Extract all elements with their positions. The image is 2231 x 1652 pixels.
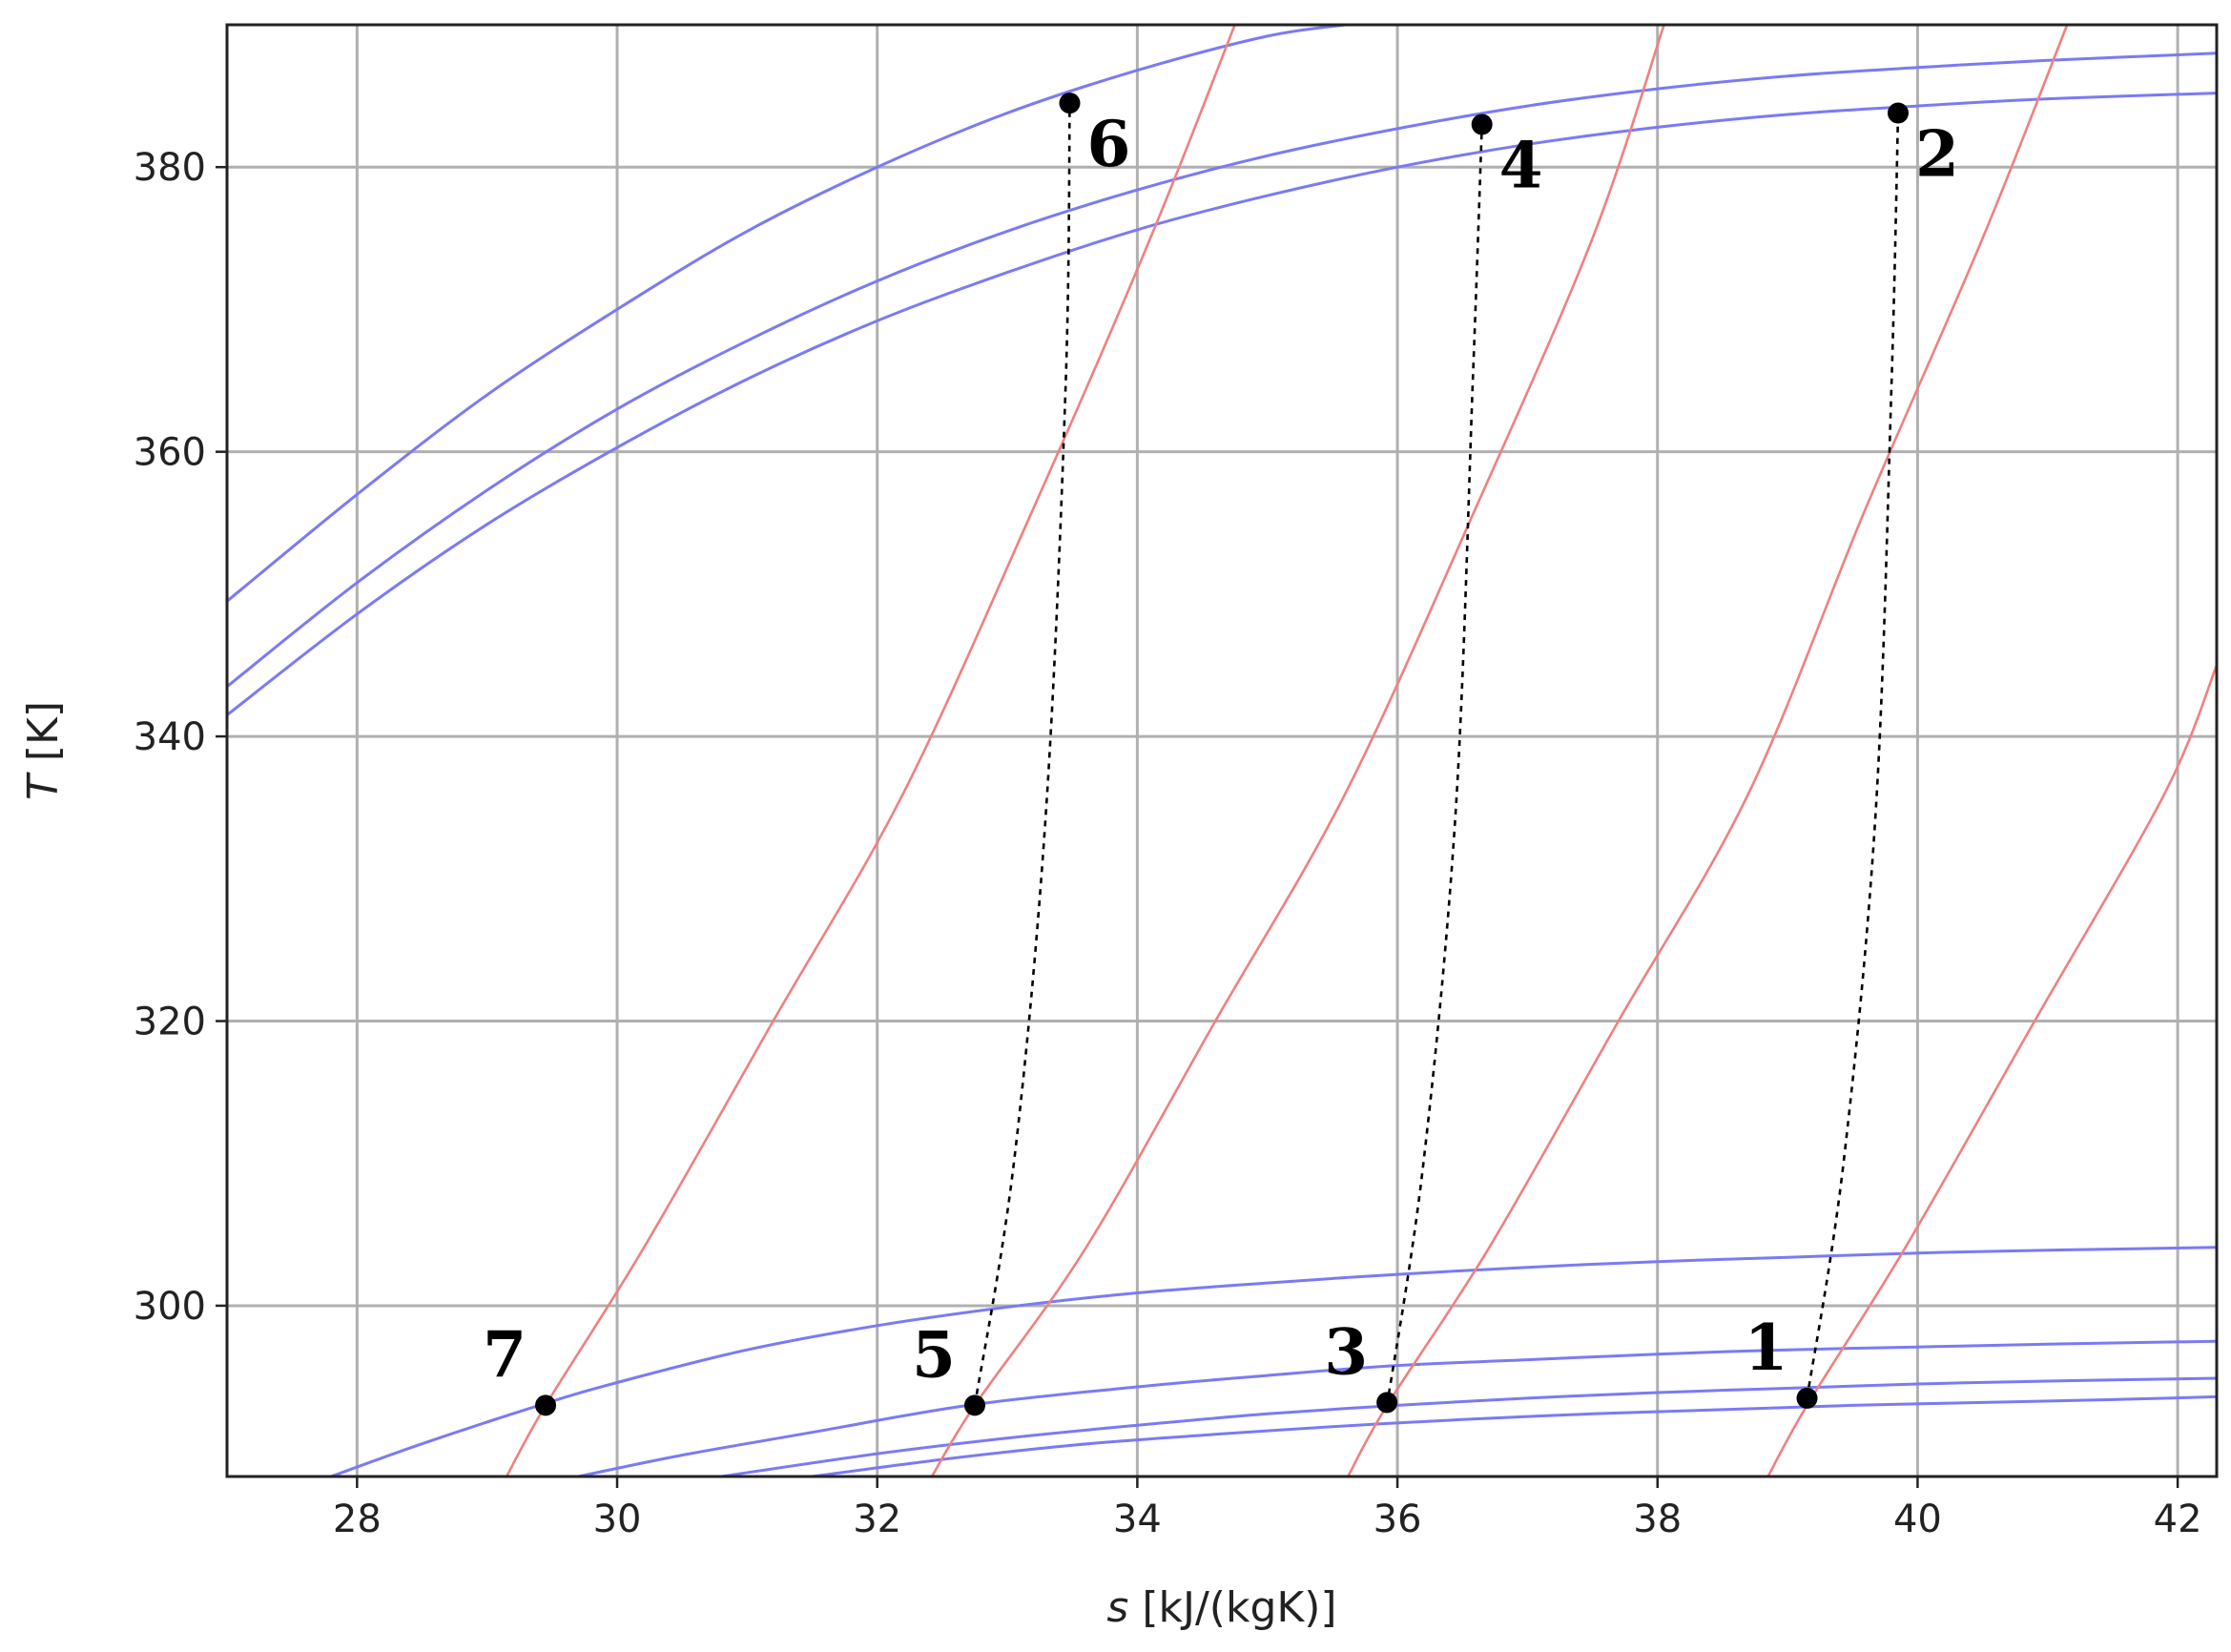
y-axis-label: T [K]	[19, 701, 68, 800]
x-tick-label: 32	[853, 1497, 901, 1541]
y-tick-label: 360	[134, 431, 206, 475]
tick-layer: 28 30 32 34 36 38 40 42 300 320 340 360 380	[134, 146, 2202, 1541]
y-tick-label: 380	[134, 146, 206, 190]
state-point-marker	[1887, 102, 1909, 124]
grid-layer	[227, 25, 2217, 1476]
red-reference-line	[1347, 25, 2069, 1476]
red-reference-line	[930, 25, 1665, 1476]
red-reference-line	[505, 25, 1236, 1476]
points-layer: 1 2 3 4 5 6 7	[483, 93, 1959, 1416]
state-point-marker	[1796, 1387, 1818, 1409]
state-point-label: 6	[1086, 107, 1130, 181]
state-point-marker	[963, 1394, 985, 1416]
y-tick-label: 340	[134, 715, 206, 759]
state-point-marker	[1376, 1392, 1398, 1414]
y-tick-label: 320	[134, 1001, 206, 1044]
state-point-label: 7	[483, 1317, 527, 1392]
state-point-label: 5	[912, 1317, 956, 1392]
blue-isobar-line	[577, 1339, 2217, 1476]
blue-isobar-line	[227, 92, 2217, 716]
y-tick-label: 300	[134, 1285, 206, 1329]
x-tick-label: 34	[1113, 1497, 1162, 1541]
state-point-label: 4	[1499, 128, 1543, 202]
blue-isobar-line	[812, 1394, 2217, 1476]
state-point-label: 3	[1324, 1314, 1368, 1389]
x-tick-label: 42	[2154, 1497, 2202, 1541]
plot-frame	[225, 23, 2219, 1478]
state-point-marker	[535, 1394, 557, 1416]
x-tick-label: 38	[1633, 1497, 1682, 1541]
blue-isobar-line	[227, 25, 1346, 603]
blue-isobar-line	[720, 1376, 2217, 1476]
x-tick-label: 40	[1893, 1497, 1942, 1541]
x-tick-label: 36	[1374, 1497, 1422, 1541]
blue-isobar-line	[330, 1246, 2217, 1476]
x-tick-label: 30	[593, 1497, 642, 1541]
state-point-label: 1	[1745, 1311, 1788, 1385]
x-tick-label: 28	[333, 1497, 382, 1541]
x-axis-label: s [kJ/(kgK)]	[1106, 1583, 1336, 1632]
state-point-label: 2	[1915, 117, 1959, 192]
dotted-process-line	[973, 103, 1071, 1406]
state-point-marker	[1471, 114, 1493, 135]
dotted-process-line	[1385, 124, 1483, 1406]
state-point-marker	[1059, 93, 1081, 114]
